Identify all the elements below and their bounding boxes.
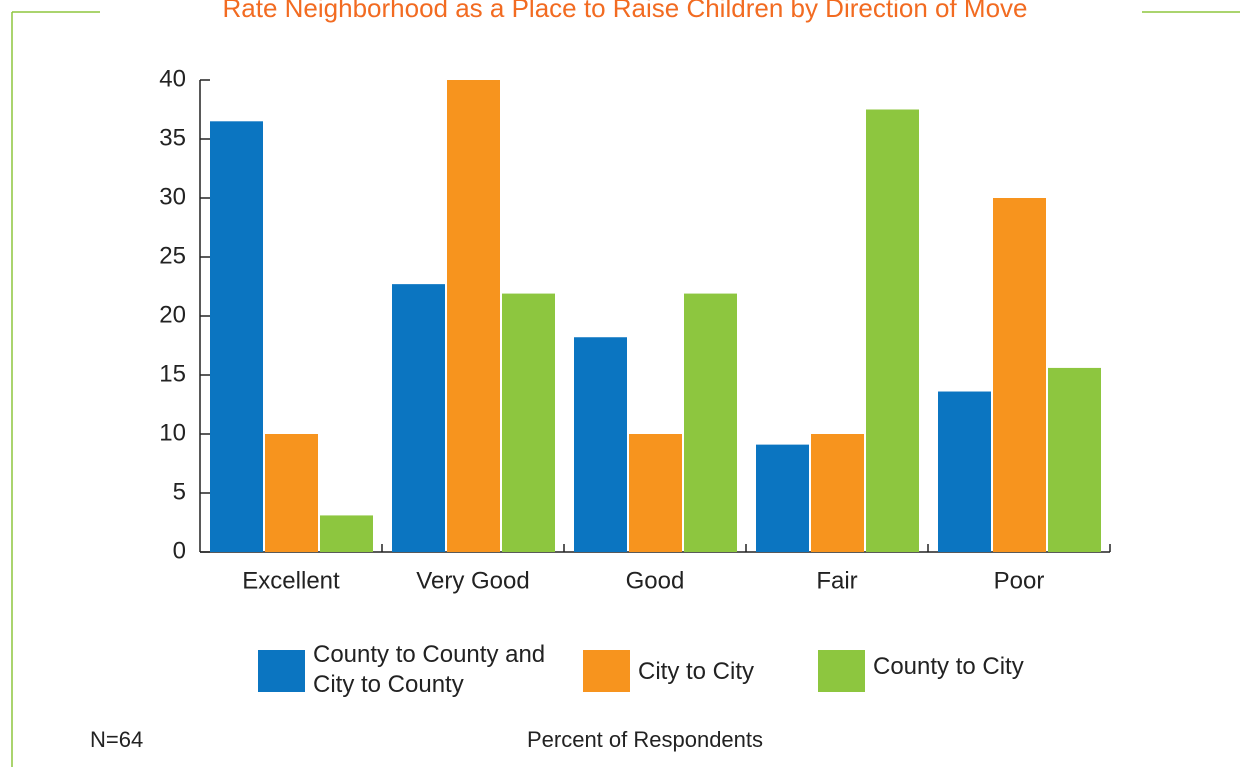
y-tick-label: 0 — [173, 537, 186, 564]
bar — [574, 337, 627, 552]
legend-label: County to County and City to County — [313, 641, 546, 698]
bar — [392, 284, 445, 552]
chart-title: Rate Neighborhood as a Place to Raise Ch… — [223, 0, 1028, 23]
bar — [866, 109, 919, 552]
note: N=64 — [90, 727, 143, 752]
bar — [265, 434, 318, 552]
y-tick-label: 20 — [159, 301, 186, 328]
legend-swatch — [583, 650, 630, 692]
y-tick-label: 40 — [159, 65, 186, 92]
legend-swatch — [818, 650, 865, 692]
y-tick-label: 5 — [173, 478, 186, 505]
bar — [502, 293, 555, 552]
bar — [993, 198, 1046, 552]
bar — [629, 434, 682, 552]
bar — [684, 293, 737, 552]
y-tick-label: 35 — [159, 124, 186, 151]
x-tick-label: Excellent — [242, 567, 340, 594]
bar — [210, 121, 263, 553]
bar — [447, 80, 500, 552]
y-tick-label: 25 — [159, 242, 186, 269]
bar — [320, 515, 373, 552]
bar — [1048, 367, 1101, 552]
legend-label: County to City — [873, 653, 1024, 680]
x-tick-label: Fair — [816, 567, 857, 594]
y-tick-label: 10 — [159, 419, 186, 446]
legend-swatch — [258, 650, 305, 692]
y-tick-label: 15 — [159, 360, 186, 387]
x-tick-label: Very Good — [416, 567, 529, 594]
bar — [756, 444, 809, 552]
legend-label: City to City — [638, 658, 755, 685]
x-tick-label: Poor — [994, 567, 1045, 594]
y-tick-label: 30 — [159, 183, 186, 210]
x-axis-label: Percent of Respondents — [527, 727, 763, 752]
bar — [811, 434, 864, 552]
x-tick-label: Good — [626, 567, 685, 594]
bar — [938, 391, 991, 552]
